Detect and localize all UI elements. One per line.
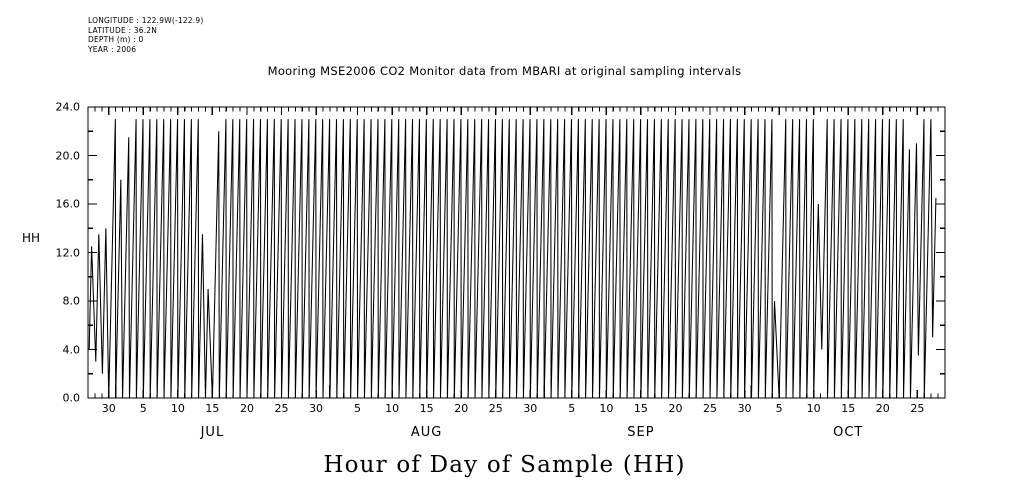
- x-tick-label: 15: [841, 402, 856, 415]
- x-tick-label: 30: [101, 402, 116, 415]
- metadata-block: LONGITUDE : 122.9W(-122.9) LATITUDE : 36…: [88, 16, 203, 54]
- x-tick-label: 20: [875, 402, 890, 415]
- metadata-longitude: LONGITUDE : 122.9W(-122.9): [88, 16, 204, 25]
- y-tick-label: 8.0: [62, 294, 81, 308]
- x-tick-label: 10: [385, 402, 400, 415]
- x-tick-label: 20: [454, 402, 469, 415]
- y-tick-label: 12.0: [55, 246, 81, 259]
- y-axis-label: HH: [22, 231, 41, 245]
- y-tick-label: 24.0: [55, 100, 81, 114]
- month-label: SEP: [627, 425, 655, 440]
- x-tick-label: 25: [488, 402, 503, 415]
- y-tick-label: 20.0: [55, 149, 81, 162]
- x-tick-label: 30: [309, 402, 324, 415]
- x-tick-label: 5: [354, 402, 362, 415]
- x-tick-label: 5: [568, 402, 576, 415]
- data-series: [88, 119, 937, 399]
- sawtooth-trace: [88, 119, 937, 399]
- metadata-latitude: LATITUDE : 36.2N: [88, 25, 158, 35]
- metadata-year: YEAR : 2006: [88, 44, 137, 54]
- x-tick-label: 5: [139, 402, 147, 415]
- chart-title: Mooring MSE2006 CO2 Monitor data from MB…: [267, 64, 742, 78]
- x-tick-label: 10: [170, 402, 185, 415]
- x-tick-label: 25: [910, 402, 925, 415]
- x-tick-label: 10: [599, 402, 614, 415]
- y-tick-label: 0.0: [62, 391, 81, 405]
- x-tick-label: 15: [205, 402, 220, 415]
- x-tick-label: 30: [737, 402, 752, 415]
- x-tick-label: 25: [703, 402, 718, 415]
- metadata-depth: DEPTH (m) : 0: [88, 35, 144, 44]
- x-tick-label: 25: [274, 402, 289, 415]
- x-axis-title: Hour of Day of Sample (HH): [323, 452, 686, 478]
- x-tick-label: 30: [523, 402, 538, 415]
- x-tick-label: 15: [633, 402, 648, 415]
- x-tick-label: 20: [239, 402, 254, 415]
- y-tick-label: 4.0: [62, 343, 81, 356]
- x-tick-label: 5: [775, 402, 783, 415]
- x-tick-label: 15: [419, 402, 434, 415]
- month-label: OCT: [833, 425, 864, 440]
- month-label: AUG: [410, 425, 443, 440]
- y-tick-label: 16.0: [55, 197, 81, 211]
- month-label: JUL: [200, 425, 225, 440]
- x-tick-label: 20: [668, 402, 683, 415]
- x-tick-label: 10: [806, 402, 821, 415]
